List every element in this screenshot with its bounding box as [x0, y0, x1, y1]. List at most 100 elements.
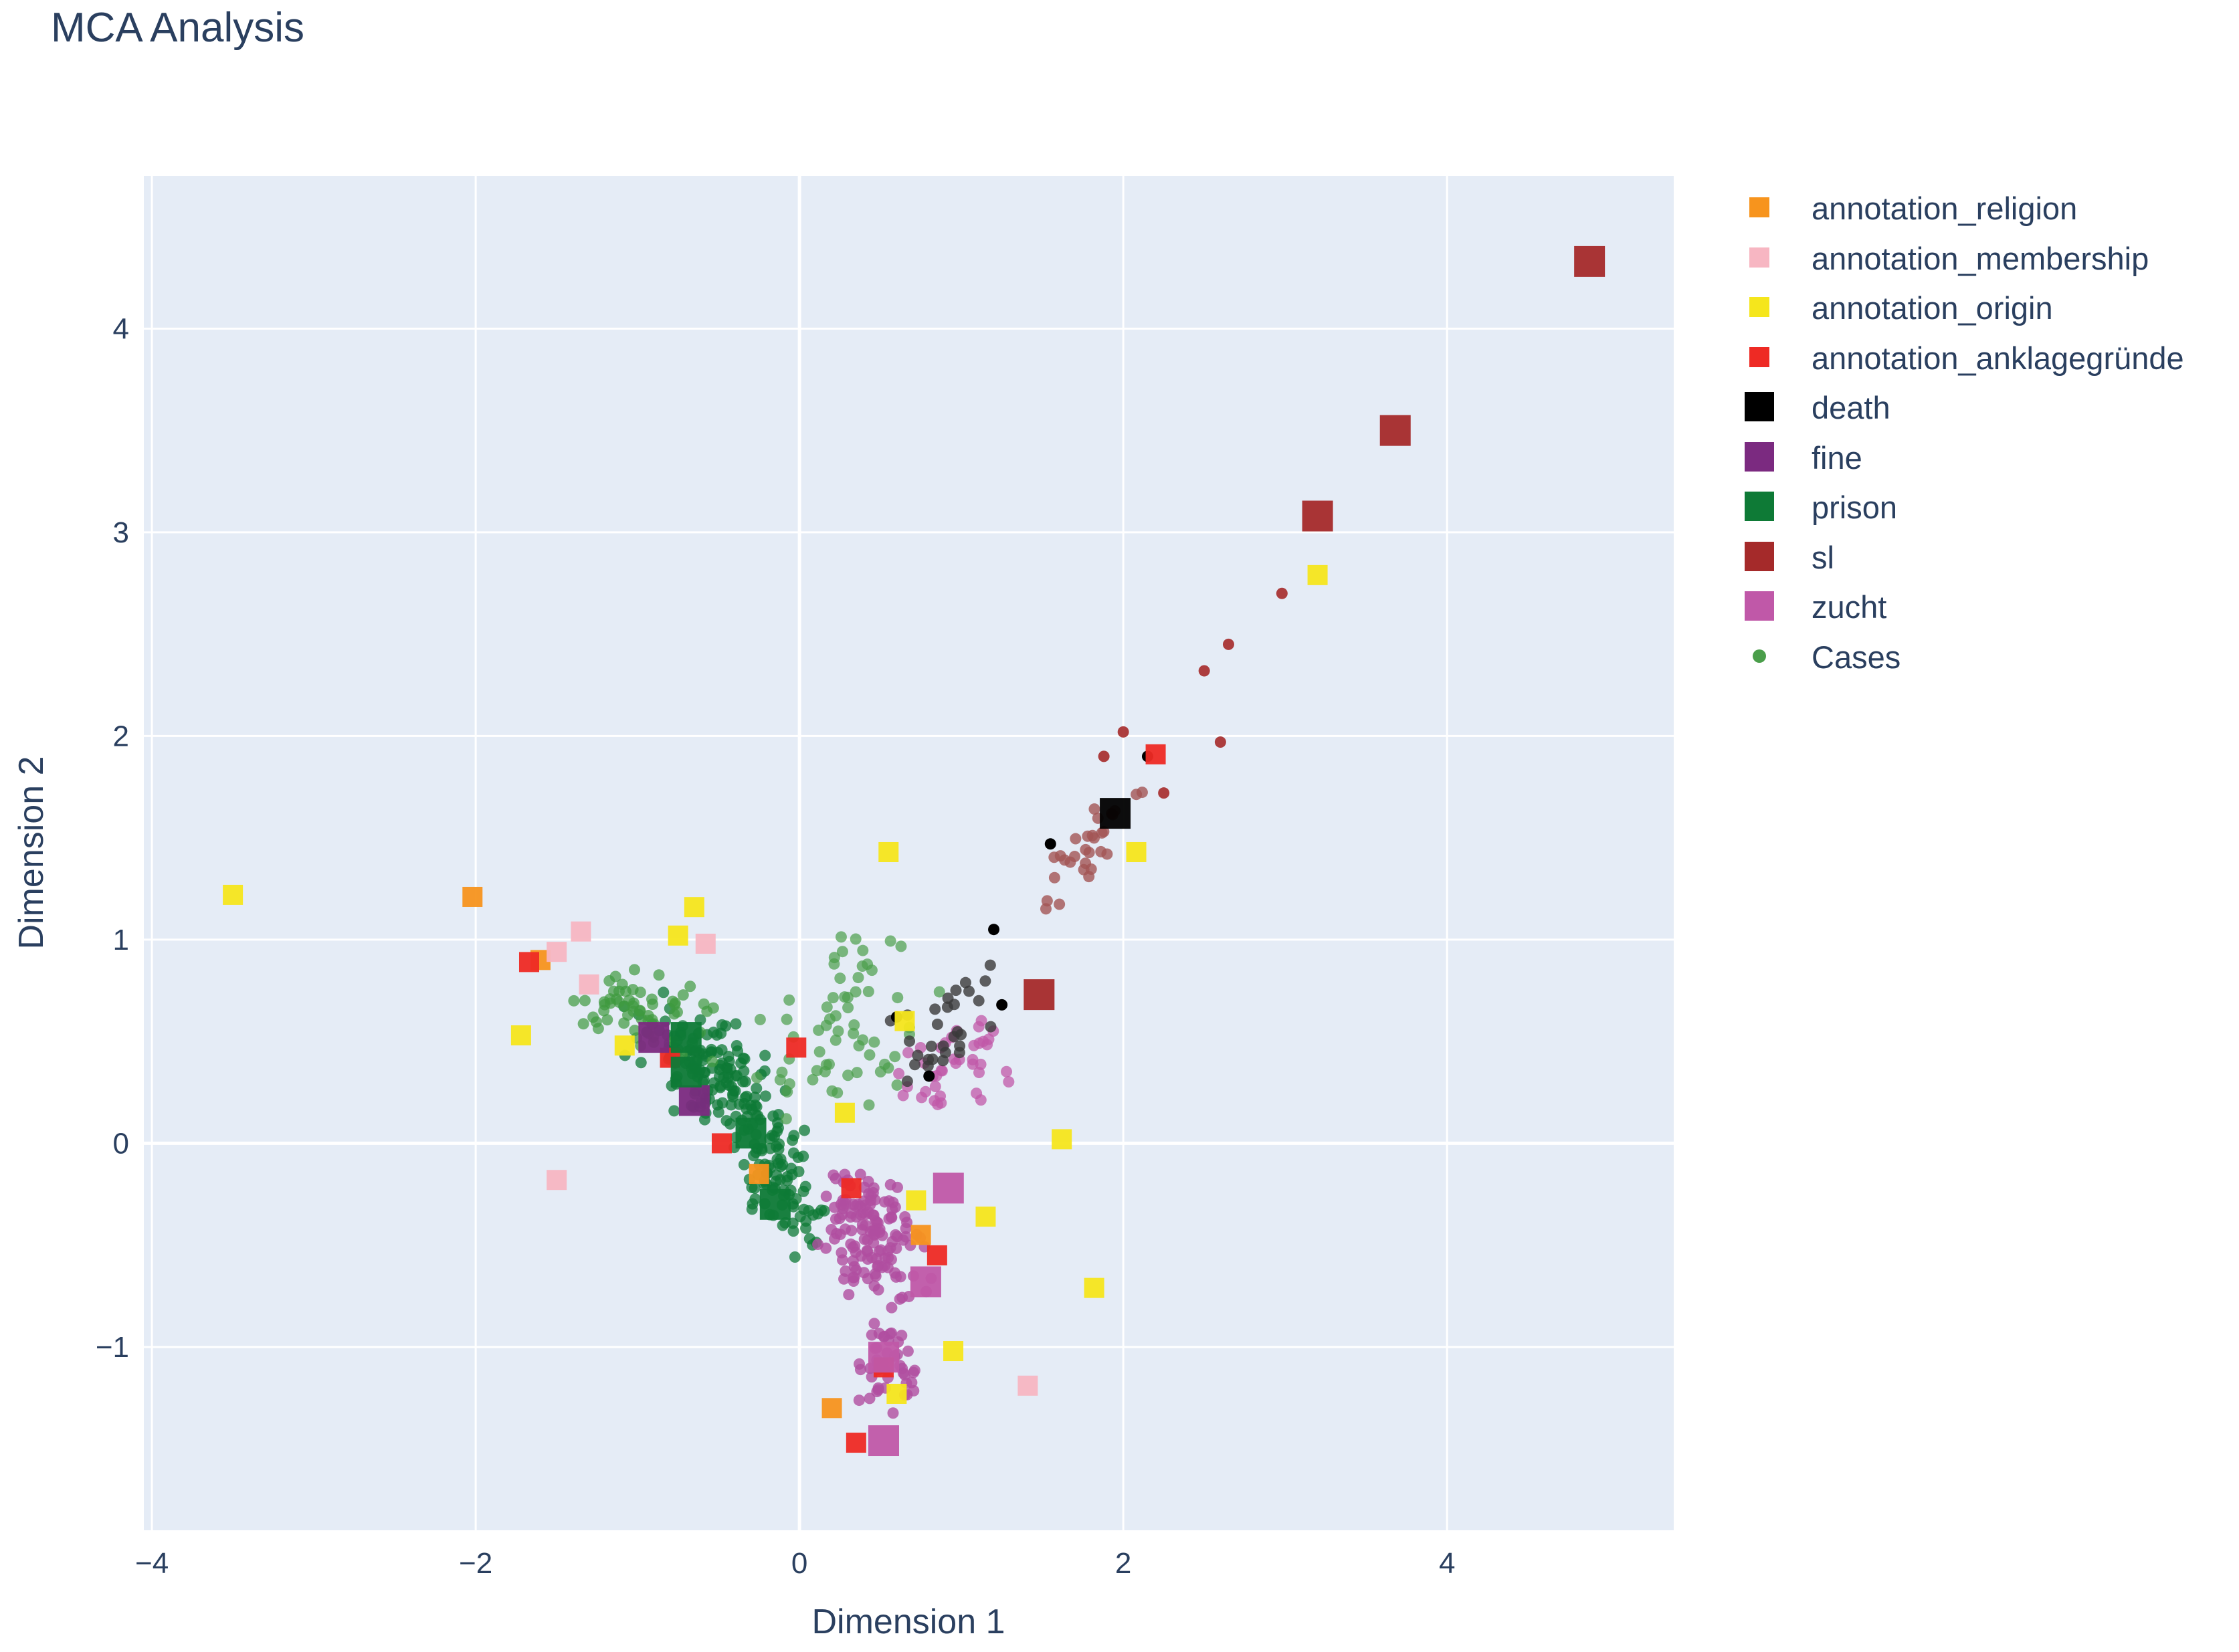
marker-annotation-religion — [462, 886, 483, 907]
case-point — [893, 1067, 905, 1079]
chart-title: MCA Analysis — [51, 5, 305, 51]
y-tick-label: 3 — [113, 516, 129, 549]
case-point — [577, 1018, 589, 1030]
case-point — [647, 998, 659, 1010]
legend-item-annotation-origin[interactable]: annotation_origin — [1739, 287, 2234, 327]
case-point — [959, 976, 971, 989]
marker-sl — [1379, 415, 1411, 446]
legend-item-fine[interactable]: fine — [1739, 437, 2234, 477]
legend-item-death[interactable]: death — [1739, 387, 2234, 427]
marker-annotation-origin — [1084, 1277, 1104, 1298]
case-point — [754, 1013, 766, 1025]
legend-label: annotation_origin — [1812, 290, 2053, 326]
case-point — [568, 995, 580, 1007]
legend-item-prison[interactable]: prison — [1739, 486, 2234, 526]
marker-sl — [1024, 979, 1055, 1011]
case-point — [902, 1047, 914, 1059]
case-point — [598, 1005, 610, 1017]
legend-symbol — [1749, 297, 1769, 317]
legend-label: fine — [1812, 439, 1862, 476]
x-tick-label: 2 — [1115, 1547, 1131, 1580]
x-tick-label: 0 — [791, 1547, 807, 1580]
case-point — [887, 1407, 899, 1419]
marker-zucht — [910, 1266, 941, 1298]
legend-item-annotation-membership[interactable]: annotation_membership — [1739, 237, 2234, 278]
case-point — [937, 1040, 949, 1052]
case-point — [935, 1064, 947, 1076]
case-point — [830, 1010, 842, 1022]
marker-annotation-origin — [1307, 564, 1328, 585]
marker-annotation-anklagegr-nde — [841, 1178, 862, 1199]
case-point — [909, 1059, 921, 1071]
case-point — [828, 952, 840, 964]
case-point — [716, 1097, 728, 1109]
marker-annotation-origin — [684, 897, 704, 918]
y-axis-title: Dimension 2 — [12, 756, 51, 949]
case-point — [929, 1095, 941, 1107]
marker-annotation-religion — [821, 1398, 842, 1419]
case-point — [720, 1115, 733, 1127]
case-point — [634, 987, 646, 999]
case-point — [820, 1191, 832, 1203]
case-point — [1044, 838, 1056, 850]
case-point — [780, 1113, 792, 1125]
case-point — [868, 1318, 880, 1330]
case-point — [827, 992, 839, 1004]
case-point — [858, 1181, 870, 1193]
case-point — [954, 1040, 966, 1052]
case-point — [1158, 787, 1170, 799]
marker-annotation-membership — [1017, 1375, 1038, 1396]
case-point — [820, 1019, 832, 1031]
case-point — [839, 1168, 851, 1180]
marker-annotation-anklagegr-nde — [786, 1037, 807, 1058]
legend-label: annotation_religion — [1812, 191, 2078, 226]
case-point — [1082, 830, 1094, 842]
case-point — [937, 1055, 949, 1067]
case-point — [1098, 750, 1110, 762]
legend-symbol — [1745, 591, 1774, 621]
x-axis-title: Dimension 1 — [811, 1603, 1005, 1641]
case-point — [579, 995, 591, 1007]
case-point — [925, 1040, 937, 1052]
case-point — [1083, 847, 1095, 859]
case-point — [835, 931, 847, 943]
legend-item-annotation-anklagegr-nde[interactable]: annotation_anklagegründe — [1739, 337, 2234, 377]
legend-item-annotation-religion[interactable]: annotation_religion — [1739, 187, 2234, 227]
case-point — [955, 1029, 967, 1041]
case-point — [1048, 871, 1060, 884]
case-point — [933, 986, 945, 998]
marker-annotation-membership — [547, 1170, 567, 1191]
marker-fine — [678, 1085, 710, 1116]
case-point — [724, 1063, 737, 1075]
case-point — [698, 998, 710, 1010]
case-point — [751, 1082, 763, 1094]
case-point — [908, 1364, 920, 1376]
case-point — [984, 959, 996, 971]
case-point — [896, 1292, 908, 1304]
case-point — [783, 1078, 795, 1090]
legend-item-zucht[interactable]: zucht — [1739, 586, 2234, 626]
legend-label: prison — [1812, 490, 1898, 525]
case-point — [797, 1185, 809, 1197]
case-point — [876, 1229, 888, 1241]
case-point — [850, 933, 862, 945]
marker-annotation-membership — [695, 934, 716, 954]
case-point — [737, 1052, 749, 1064]
marker-annotation-religion — [749, 1164, 769, 1184]
marker-annotation-origin — [510, 1025, 531, 1046]
case-point — [773, 1138, 785, 1150]
case-point — [772, 1157, 784, 1169]
case-point — [857, 944, 869, 956]
legend-item-sl[interactable]: sl — [1739, 536, 2234, 577]
case-point — [1001, 1065, 1013, 1077]
case-point — [864, 1049, 876, 1061]
marker-annotation-membership — [579, 974, 599, 995]
case-point — [931, 1018, 943, 1030]
case-point — [948, 999, 960, 1011]
case-point — [725, 1099, 737, 1111]
legend-item-cases[interactable]: Cases — [1739, 636, 2234, 676]
case-point — [658, 987, 670, 999]
marker-annotation-membership — [571, 921, 591, 942]
case-point — [621, 1009, 634, 1021]
marker-annotation-origin — [834, 1102, 855, 1123]
